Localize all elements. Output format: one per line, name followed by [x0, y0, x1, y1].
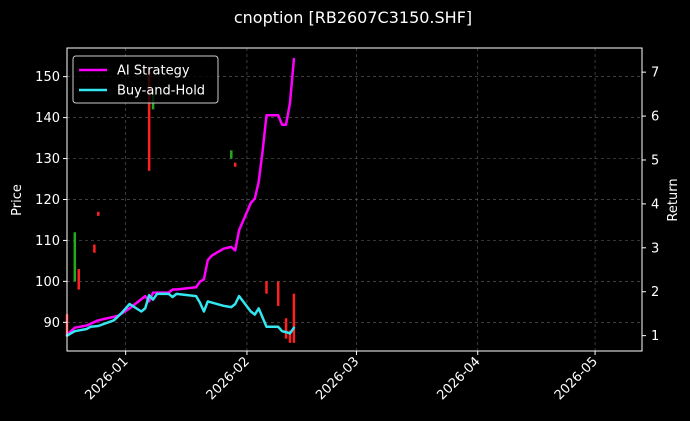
legend-box	[72, 55, 219, 104]
candle	[292, 293, 296, 343]
y-axis-left: 90 100 110 120 130 140 150	[35, 70, 67, 331]
y-tick-label: 110	[35, 234, 60, 249]
y2-tick-label: 5	[651, 153, 659, 168]
y-tick-label: 150	[35, 70, 60, 85]
series-line-buy-and-hold	[65, 292, 296, 337]
y2-axis-label: Return	[666, 178, 681, 221]
y-axis-right: 1 2 3 4 5 6 7	[642, 66, 659, 344]
candle	[73, 232, 77, 282]
y2-tick-label: 1	[651, 329, 659, 344]
candle	[288, 330, 292, 343]
candle	[97, 211, 100, 216]
candle	[93, 244, 96, 253]
y-tick-label: 120	[35, 193, 60, 208]
series-line-ai-strategy	[65, 57, 296, 337]
y-tick-label: 140	[35, 111, 60, 126]
legend-label-buy-and-hold: Buy-and-Hold	[117, 84, 205, 99]
candle	[265, 281, 268, 294]
y2-tick-label: 7	[651, 66, 659, 81]
candle	[276, 281, 280, 306]
y2-tick-label: 6	[651, 110, 659, 125]
y-tick-label: 90	[43, 316, 60, 331]
legend-label-ai-strategy: AI Strategy	[117, 64, 190, 79]
candle	[233, 162, 237, 167]
candle	[284, 318, 288, 339]
y-axis-label: Price	[10, 184, 25, 216]
candle	[77, 269, 80, 290]
y2-tick-label: 4	[651, 197, 659, 212]
y-tick-label: 130	[35, 152, 60, 167]
chart-title: cnoption [RB2607C3150.SHF]	[234, 8, 472, 27]
series-lines	[65, 57, 296, 337]
legend: AI Strategy Buy-and-Hold	[72, 55, 219, 104]
candle	[230, 150, 233, 159]
y-tick-label: 100	[35, 275, 60, 290]
y2-tick-label: 2	[651, 285, 659, 300]
candle	[147, 68, 151, 171]
y2-tick-label: 3	[651, 241, 659, 256]
